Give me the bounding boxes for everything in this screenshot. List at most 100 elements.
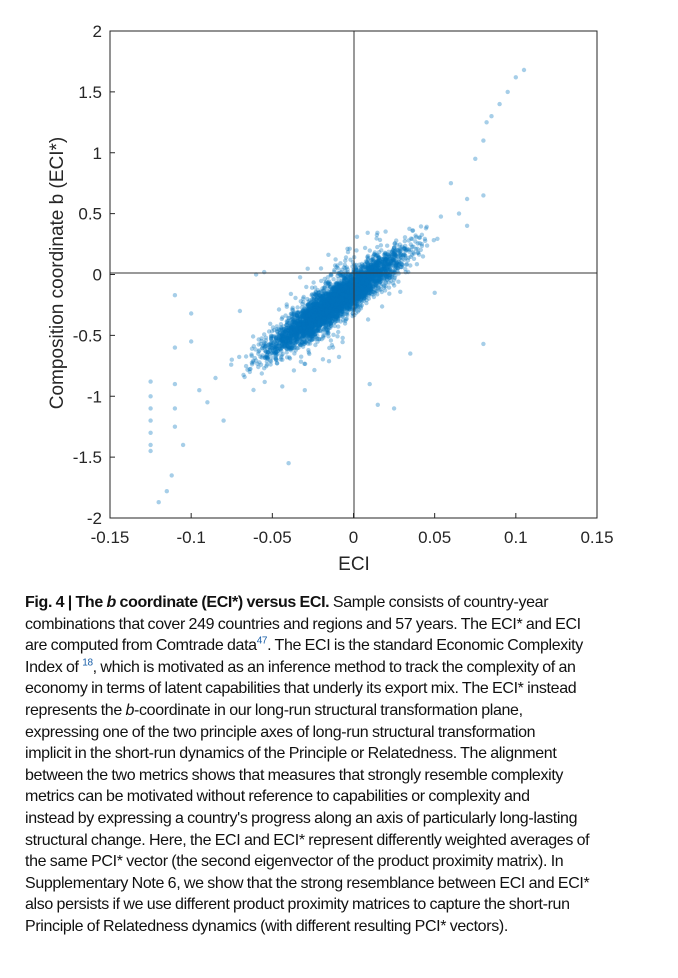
data-point xyxy=(317,313,323,318)
data-point xyxy=(464,196,470,202)
data-point xyxy=(324,294,330,300)
data-point xyxy=(322,317,327,323)
data-point xyxy=(347,286,352,291)
data-point xyxy=(313,299,318,305)
data-point xyxy=(373,288,378,294)
data-point xyxy=(340,289,345,294)
data-point xyxy=(364,274,370,280)
data-point xyxy=(324,300,329,305)
data-point xyxy=(409,244,415,249)
data-point xyxy=(366,284,372,289)
data-point xyxy=(365,278,371,283)
data-point xyxy=(400,262,405,267)
data-point xyxy=(323,291,328,296)
data-point xyxy=(414,262,420,267)
reference-link[interactable]: 18 xyxy=(82,657,93,669)
data-point xyxy=(291,321,297,326)
data-point xyxy=(391,263,396,268)
data-point xyxy=(256,351,261,356)
data-point xyxy=(325,305,330,311)
reference-link[interactable]: 47 xyxy=(256,635,268,647)
data-point xyxy=(415,246,420,251)
data-point xyxy=(364,259,370,264)
data-point xyxy=(346,300,352,306)
data-point xyxy=(298,334,303,339)
data-point xyxy=(298,359,304,364)
data-point xyxy=(301,322,306,327)
data-point xyxy=(355,275,360,280)
data-point xyxy=(303,312,308,317)
data-point xyxy=(305,318,311,323)
data-point xyxy=(324,279,329,284)
caption-text: Index of xyxy=(25,658,83,676)
data-point xyxy=(387,275,393,280)
data-point xyxy=(321,313,326,318)
data-point xyxy=(322,304,327,310)
data-point xyxy=(259,338,264,344)
data-point xyxy=(369,273,375,278)
data-point xyxy=(348,285,353,290)
data-point xyxy=(278,347,283,352)
data-point xyxy=(313,315,319,321)
data-point xyxy=(394,238,399,243)
data-point xyxy=(328,323,334,328)
data-point xyxy=(325,309,330,315)
data-point xyxy=(383,273,389,279)
data-point xyxy=(316,326,322,331)
data-point xyxy=(293,339,299,345)
data-point xyxy=(275,351,280,356)
data-point xyxy=(343,292,348,297)
data-point xyxy=(324,313,330,318)
data-point xyxy=(342,293,348,299)
data-point xyxy=(324,325,329,330)
data-point xyxy=(329,300,334,306)
data-point xyxy=(332,304,337,310)
data-point xyxy=(313,322,318,328)
data-point xyxy=(309,316,314,321)
data-point xyxy=(330,297,335,302)
data-point xyxy=(321,295,327,301)
data-point xyxy=(416,250,421,255)
data-point xyxy=(312,313,317,318)
data-point xyxy=(307,351,312,357)
data-point xyxy=(374,232,380,238)
data-point xyxy=(306,306,311,312)
data-point xyxy=(354,281,360,287)
data-point xyxy=(359,303,365,308)
data-point xyxy=(340,292,345,297)
data-point xyxy=(345,296,350,301)
data-point xyxy=(294,314,299,319)
data-point xyxy=(334,297,339,302)
data-point xyxy=(333,299,338,304)
data-point xyxy=(335,287,341,292)
data-point xyxy=(327,294,333,299)
data-point xyxy=(333,295,338,301)
data-point xyxy=(334,290,339,295)
data-point xyxy=(288,347,293,352)
data-point xyxy=(297,329,302,334)
data-point xyxy=(381,271,387,276)
data-point xyxy=(301,327,306,332)
data-point xyxy=(370,276,375,281)
data-point xyxy=(347,290,352,295)
data-point xyxy=(327,294,332,299)
x-tick-label: 0.05 xyxy=(418,528,451,547)
data-point xyxy=(331,302,336,308)
data-point xyxy=(299,326,304,332)
data-point xyxy=(353,296,358,301)
data-point xyxy=(327,317,332,322)
data-point xyxy=(353,290,359,295)
data-point xyxy=(288,291,294,297)
data-point xyxy=(299,319,304,324)
data-point xyxy=(357,280,362,285)
data-point xyxy=(311,309,316,314)
data-point xyxy=(302,323,307,328)
data-point xyxy=(334,280,339,285)
data-point xyxy=(344,307,350,312)
data-point xyxy=(411,250,416,255)
data-point xyxy=(321,296,326,301)
data-point xyxy=(334,299,340,305)
data-point xyxy=(343,276,348,282)
data-point xyxy=(311,328,316,333)
data-point xyxy=(325,280,331,286)
